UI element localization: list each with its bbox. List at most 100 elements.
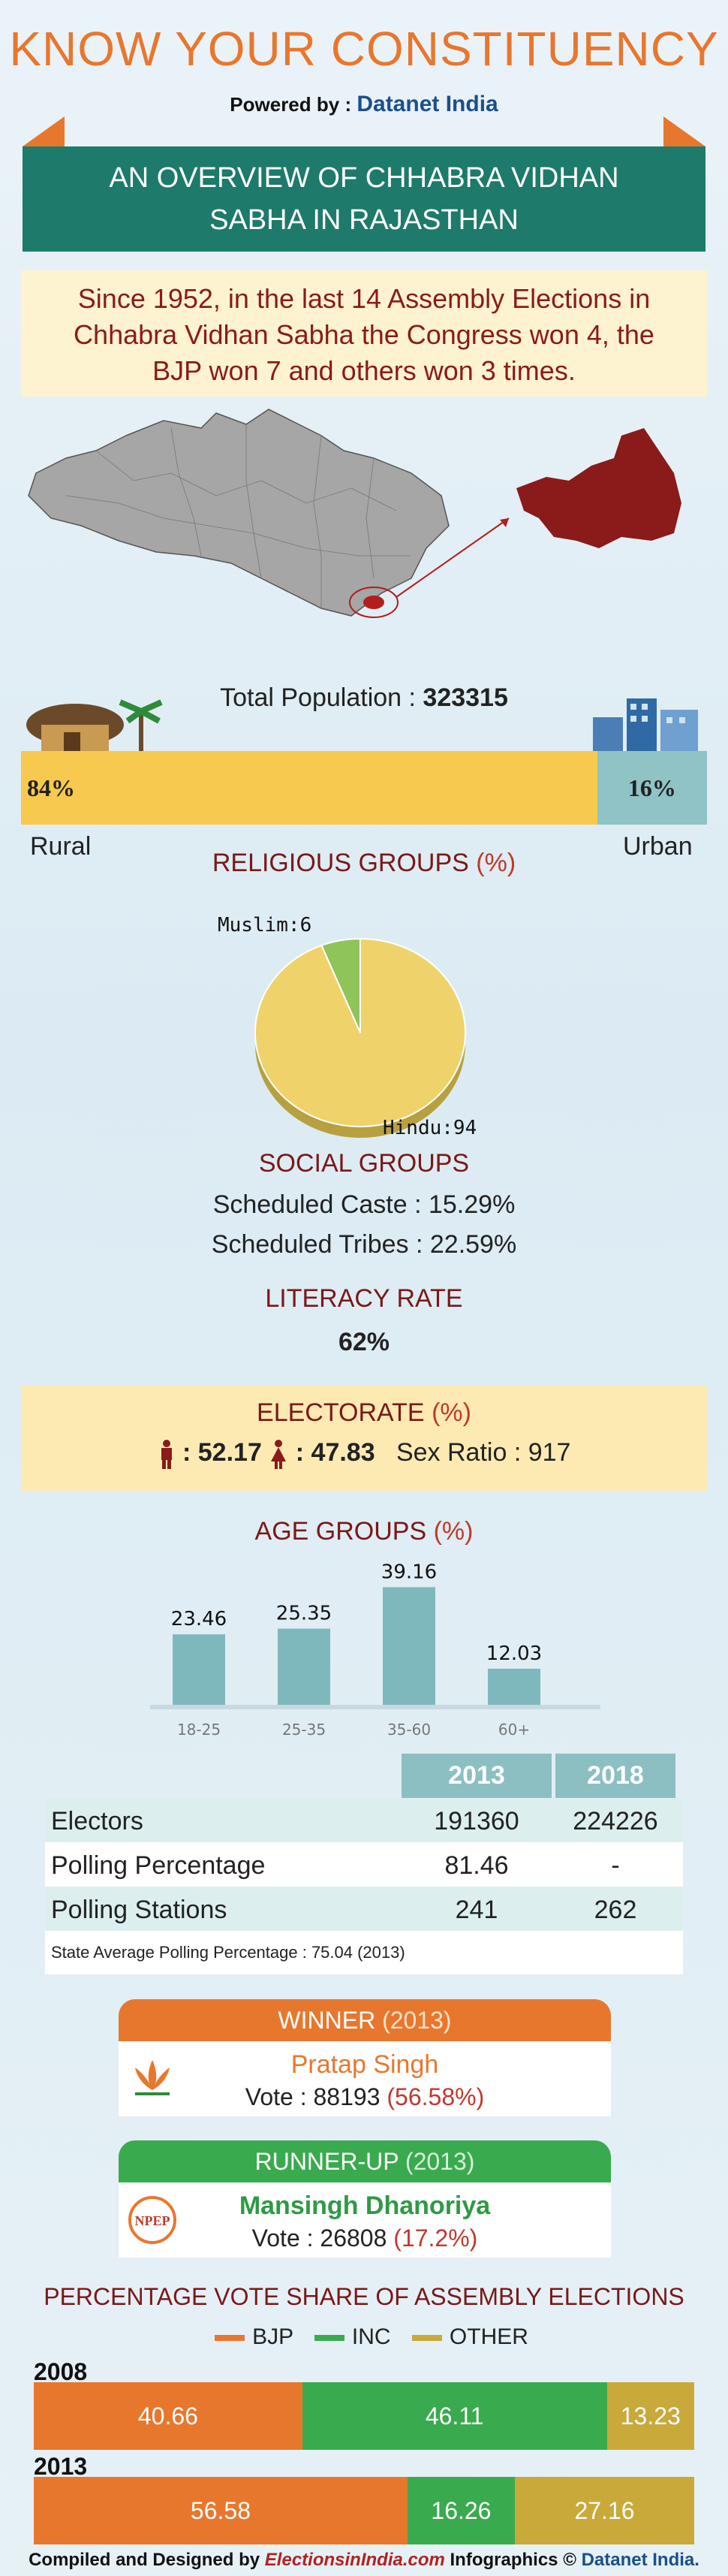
election-stats-table: 2013 2018 Electors 191360 224226 Polling… bbox=[45, 1754, 683, 1974]
muslim-label: Muslim:6 bbox=[218, 914, 311, 937]
age-category-label: 35-60 bbox=[387, 1721, 431, 1739]
npep-symbol-icon: NPEP bbox=[128, 2196, 176, 2244]
sc-value: 15.29% bbox=[428, 1190, 516, 1219]
sc-line: Scheduled Caste : 15.29% bbox=[0, 1190, 728, 1220]
age-bar-25-35 bbox=[278, 1628, 330, 1705]
social-title: SOCIAL GROUPS bbox=[258, 1149, 470, 1178]
population-value: 323315 bbox=[423, 683, 508, 712]
literacy-value: 62% bbox=[338, 1328, 390, 1356]
st-label: Scheduled Tribes : bbox=[211, 1230, 423, 1259]
table-note: State Average Polling Percentage : 75.04… bbox=[45, 1931, 683, 1974]
page-title: KNOW YOUR CONSTITUENCY bbox=[9, 22, 719, 76]
vote-share-legend: BJP INC OTHER bbox=[0, 2324, 728, 2350]
rural-label: Rural bbox=[30, 832, 92, 861]
rajasthan-state-shape bbox=[28, 409, 450, 617]
age-title-text: AGE GROUPS bbox=[254, 1517, 427, 1546]
ribbon-fold-left bbox=[23, 116, 65, 146]
rural-segment: 84% bbox=[21, 751, 597, 825]
vote-share-bar-2008: 40.66 46.11 13.23 bbox=[34, 2382, 694, 2450]
urban-segment: 16% bbox=[597, 751, 707, 825]
legend-other-swatch bbox=[411, 2335, 442, 2342]
pie-slice-muslim bbox=[320, 937, 361, 1033]
runner-year: (2013) bbox=[405, 2148, 475, 2175]
electorate-values: : 52.17 : 47.83 Sex Ratio : 917 bbox=[0, 1438, 728, 1470]
row-2013: 81.46 bbox=[444, 1851, 509, 1880]
male-icon bbox=[161, 1440, 172, 1470]
powered-prefix: Powered by : bbox=[230, 93, 352, 116]
col-2013: 2013 bbox=[402, 1754, 552, 1798]
population-bar: 84% 16% bbox=[21, 751, 707, 825]
total-population: Total Population : 323315 bbox=[0, 683, 728, 713]
winner-year: (2013) bbox=[382, 2007, 452, 2034]
powered-by: Powered by : Datanet India bbox=[0, 92, 728, 117]
winner-vote-pct: (56.58%) bbox=[387, 2083, 485, 2110]
runner-name: Mansingh Dhanoriya bbox=[239, 2191, 491, 2220]
inc-segment: 16.26 bbox=[407, 2477, 515, 2544]
runner-vote: Vote : 26808 (17.2%) bbox=[119, 2225, 611, 2252]
runner-card: RUNNER-UP (2013) NPEP Mansingh Dhanoriya… bbox=[119, 2140, 611, 2258]
age-category-label: 25-35 bbox=[282, 1721, 326, 1739]
age-title-unit: (%) bbox=[433, 1517, 474, 1546]
winner-vote: Vote : 88193 (56.58%) bbox=[119, 2083, 611, 2111]
chhabra-marker bbox=[363, 596, 384, 609]
lotus-icon bbox=[126, 2049, 179, 2109]
age-category-label: 60+ bbox=[498, 1721, 530, 1739]
bjp-segment: 56.58 bbox=[34, 2477, 408, 2544]
electorate-title-text: ELECTORATE bbox=[257, 1398, 425, 1427]
electorate-title-unit: (%) bbox=[432, 1398, 471, 1427]
religion-pie-chart: Muslim:6 Hindu:94 bbox=[218, 914, 477, 1139]
legend-bjp: BJP bbox=[252, 2324, 293, 2349]
electorate-title: ELECTORATE (%) bbox=[0, 1398, 728, 1428]
age-bar-60+ bbox=[488, 1668, 540, 1705]
age-category-label: 18-25 bbox=[177, 1721, 221, 1739]
age-value-label: 23.46 bbox=[171, 1608, 227, 1630]
age-bar-chart: 23.46 18-25 25.35 25-35 39.16 35-60 12.03 60+ bbox=[150, 1562, 600, 1739]
runner-head: RUNNER-UP (2013) bbox=[119, 2140, 611, 2182]
intro-line-1: Since 1952, in the last 14 Assembly Elec… bbox=[77, 283, 651, 314]
age-bar-18-25 bbox=[173, 1634, 225, 1705]
row-2018: 262 bbox=[594, 1896, 637, 1924]
overview-banner: AN OVERVIEW OF CHHABRA VIDHAN SABHA IN R… bbox=[23, 146, 705, 252]
row-2018: - bbox=[611, 1851, 620, 1880]
runner-head-text: RUNNER-UP bbox=[254, 2148, 399, 2175]
table-header-row: 2013 2018 bbox=[45, 1754, 683, 1798]
row-label: Polling Percentage bbox=[51, 1851, 266, 1880]
row-label: Polling Stations bbox=[51, 1896, 227, 1924]
sc-label: Scheduled Caste : bbox=[212, 1190, 422, 1219]
banner-line-2: SABHA IN RAJASTHAN bbox=[209, 204, 519, 236]
runner-vote-pct: (17.2%) bbox=[393, 2225, 478, 2252]
runner-body: NPEP Mansingh Dhanoriya Vote : 26808 (17… bbox=[119, 2182, 611, 2258]
row-2013: 191360 bbox=[434, 1807, 519, 1835]
male-value: : 52.17 bbox=[182, 1438, 262, 1467]
footer-prefix: Compiled and Designed by bbox=[29, 2550, 260, 2570]
banner-line-1: AN OVERVIEW OF CHHABRA VIDHAN bbox=[109, 162, 619, 194]
ribbon-fold-right bbox=[663, 116, 705, 146]
age-title: AGE GROUPS (%) bbox=[0, 1517, 728, 1546]
row-2013: 241 bbox=[455, 1896, 498, 1924]
sex-ratio-label: Sex Ratio : 917 bbox=[396, 1438, 570, 1467]
table-row: Polling Stations 241 262 bbox=[45, 1887, 683, 1931]
table-row: Polling Percentage 81.46 - bbox=[45, 1842, 683, 1887]
st-value: 22.59% bbox=[429, 1230, 517, 1259]
female-value: : 47.83 bbox=[295, 1438, 375, 1467]
electionsinindia-logo: ElectionsinIndia.com bbox=[264, 2550, 445, 2570]
runner-vote-label: Vote : 26808 bbox=[251, 2225, 387, 2252]
hut-icon bbox=[26, 699, 163, 755]
footer: Compiled and Designed by ElectionsinIndi… bbox=[0, 2550, 728, 2571]
rajasthan-map bbox=[28, 409, 681, 618]
chhabra-zoom-shape bbox=[516, 428, 681, 548]
bjp-segment: 40.66 bbox=[34, 2382, 302, 2450]
pointer-line bbox=[396, 517, 510, 598]
other-segment: 13.23 bbox=[606, 2382, 694, 2450]
literacy-title: LITERACY RATE bbox=[265, 1284, 463, 1313]
vote-share-bar-2013: 56.58 16.26 27.16 bbox=[34, 2477, 694, 2544]
legend-bjp-swatch bbox=[215, 2335, 245, 2342]
other-segment: 27.16 bbox=[514, 2477, 694, 2544]
col-2018: 2018 bbox=[555, 1754, 675, 1798]
legend-other: OTHER bbox=[449, 2324, 528, 2349]
inc-segment: 46.11 bbox=[302, 2382, 607, 2450]
year-2013-label: 2013 bbox=[34, 2453, 88, 2480]
winner-head-text: WINNER bbox=[278, 2007, 376, 2034]
vote-share-title: PERCENTAGE VOTE SHARE OF ASSEMBLY ELECTI… bbox=[44, 2283, 684, 2310]
winner-body: Pratap Singh Vote : 88193 (56.58%) bbox=[119, 2041, 611, 2116]
